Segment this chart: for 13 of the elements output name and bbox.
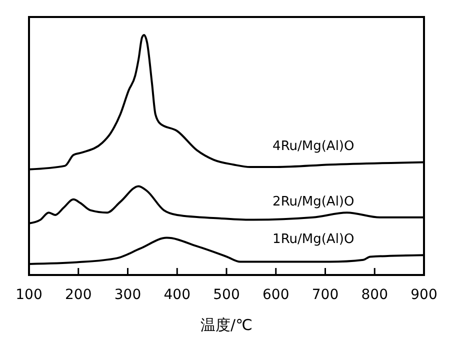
x-tick-label: 900 (410, 286, 438, 303)
x-tick-label: 600 (262, 286, 290, 303)
series-label: 4Ru/Mg(Al)O (272, 139, 354, 154)
x-tick-label: 700 (312, 286, 339, 303)
series-label: 1Ru/Mg(Al)O (272, 232, 354, 248)
x-axis-title: 温度/℃ (200, 316, 252, 334)
x-tick-label: 200 (65, 286, 92, 303)
x-tick-label: 300 (114, 286, 142, 303)
x-tick-label: 100 (16, 286, 42, 303)
x-tick-label: 500 (213, 286, 240, 303)
x-tick-label: 400 (164, 286, 190, 303)
series-label: 2Ru/Mg(Al)O (272, 194, 354, 210)
x-tick-label: 800 (361, 286, 388, 303)
